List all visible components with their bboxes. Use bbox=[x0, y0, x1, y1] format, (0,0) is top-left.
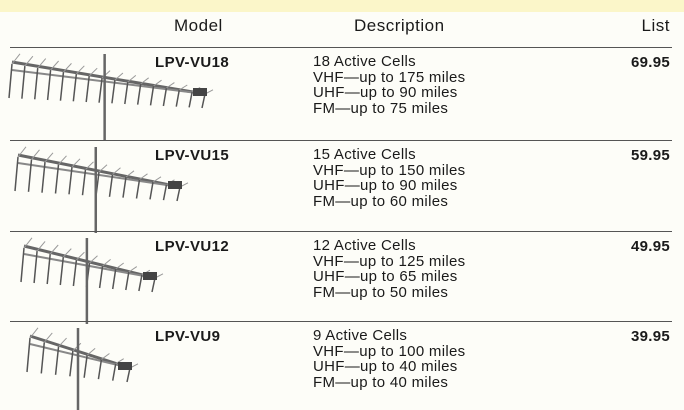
description-line: 9 Active Cells bbox=[313, 328, 465, 344]
column-header: Description bbox=[354, 16, 445, 36]
catalog-page: Model Description List LPV-VU18 18 Active… bbox=[0, 0, 684, 410]
description-line: 15 Active Cells bbox=[313, 147, 465, 163]
description-line: FM—up to 60 miles bbox=[313, 194, 465, 210]
description-line: FM—up to 50 miles bbox=[313, 285, 465, 301]
column-header: List bbox=[642, 16, 670, 36]
description-line: UHF—up to 90 miles bbox=[313, 178, 465, 194]
description-line: FM—up to 75 miles bbox=[313, 101, 465, 117]
model-name: LPV-VU9 bbox=[155, 328, 220, 345]
description-line: 18 Active Cells bbox=[313, 54, 465, 70]
description-line: VHF—up to 150 miles bbox=[313, 163, 465, 179]
description-line: VHF—up to 175 miles bbox=[313, 70, 465, 86]
list-price: 39.95 bbox=[631, 328, 670, 345]
description-line: UHF—up to 40 miles bbox=[313, 359, 465, 375]
description-line: UHF—up to 90 miles bbox=[313, 85, 465, 101]
list-price: 69.95 bbox=[631, 54, 670, 71]
description-line: FM—up to 40 miles bbox=[313, 375, 465, 391]
model-name: LPV-VU15 bbox=[155, 147, 229, 164]
model-name: LPV-VU18 bbox=[155, 54, 229, 71]
description-line: VHF—up to 125 miles bbox=[313, 254, 465, 270]
description-line: UHF—up to 65 miles bbox=[313, 269, 465, 285]
column-header: Model bbox=[174, 16, 223, 36]
model-name: LPV-VU12 bbox=[155, 238, 229, 255]
description-line: 12 Active Cells bbox=[313, 238, 465, 254]
description-line: VHF—up to 100 miles bbox=[313, 344, 465, 360]
list-price: 49.95 bbox=[631, 238, 670, 255]
header-band bbox=[0, 0, 684, 12]
list-price: 59.95 bbox=[631, 147, 670, 164]
